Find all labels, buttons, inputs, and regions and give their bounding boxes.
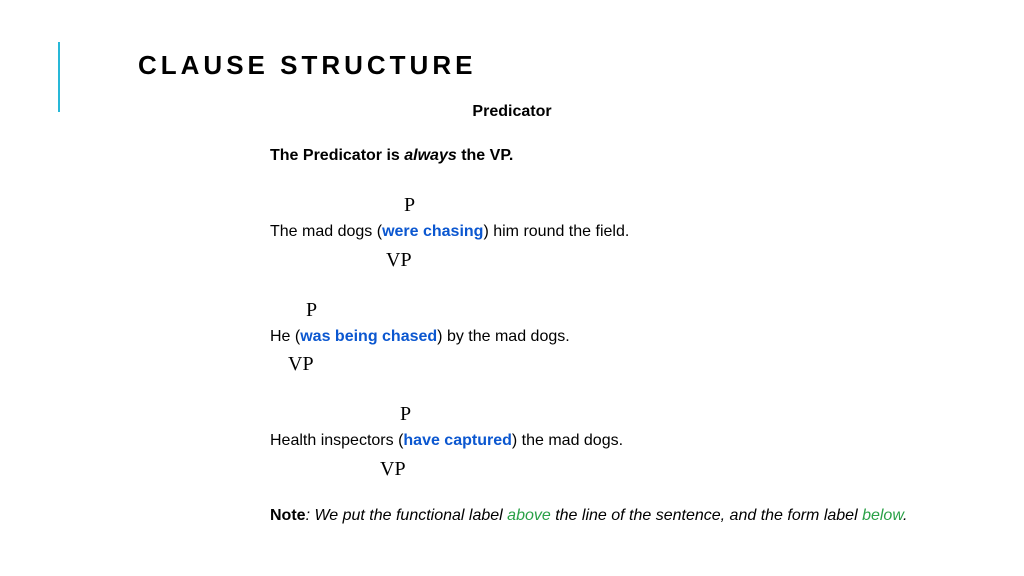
intro-post: the VP. [457, 147, 514, 164]
content-area: The Predicator is always the VP. P The m… [270, 145, 964, 527]
example-3: P Health inspectors (have captured) the … [270, 400, 964, 482]
ex3-vp-label: VP [380, 455, 964, 483]
ex3-p-label: P [400, 400, 964, 428]
ex2-post: ) by the mad dogs. [437, 328, 570, 345]
ex1-pre: The mad dogs ( [270, 223, 382, 240]
note-pre: : We put the functional label [306, 507, 508, 524]
example-1: P The mad dogs (were chasing) him round … [270, 191, 964, 273]
ex2-pre: He ( [270, 328, 300, 345]
accent-bar [58, 42, 60, 112]
note-line: Note: We put the functional label above … [270, 505, 964, 527]
subheading-predicator: Predicator [60, 103, 964, 121]
example-2: P He (was being chased) by the mad dogs.… [270, 296, 964, 378]
intro-pre: The Predicator is [270, 147, 404, 164]
ex3-pre: Health inspectors ( [270, 432, 403, 449]
ex1-sentence: The mad dogs (were chasing) him round th… [270, 221, 964, 243]
note-above: above [507, 507, 551, 524]
ex3-sentence: Health inspectors (have captured) the ma… [270, 430, 964, 452]
note-below: below [862, 507, 903, 524]
slide-title: CLAUSE STRUCTURE [138, 50, 964, 81]
ex3-vp: have captured [403, 432, 511, 449]
intro-line: The Predicator is always the VP. [270, 145, 964, 167]
ex2-vp: was being chased [300, 328, 437, 345]
ex2-p-label: P [306, 296, 964, 324]
ex2-sentence: He (was being chased) by the mad dogs. [270, 326, 964, 348]
ex3-post: ) the mad dogs. [512, 432, 623, 449]
note-end: . [903, 507, 907, 524]
note-mid: the line of the sentence, and the form l… [551, 507, 862, 524]
ex1-p-label: P [404, 191, 964, 219]
ex1-vp: were chasing [382, 223, 483, 240]
intro-ital: always [404, 147, 456, 164]
ex2-vp-label: VP [288, 350, 964, 378]
ex1-post: ) him round the field. [483, 223, 629, 240]
ex1-vp-label: VP [386, 246, 964, 274]
note-bold: Note [270, 507, 306, 524]
